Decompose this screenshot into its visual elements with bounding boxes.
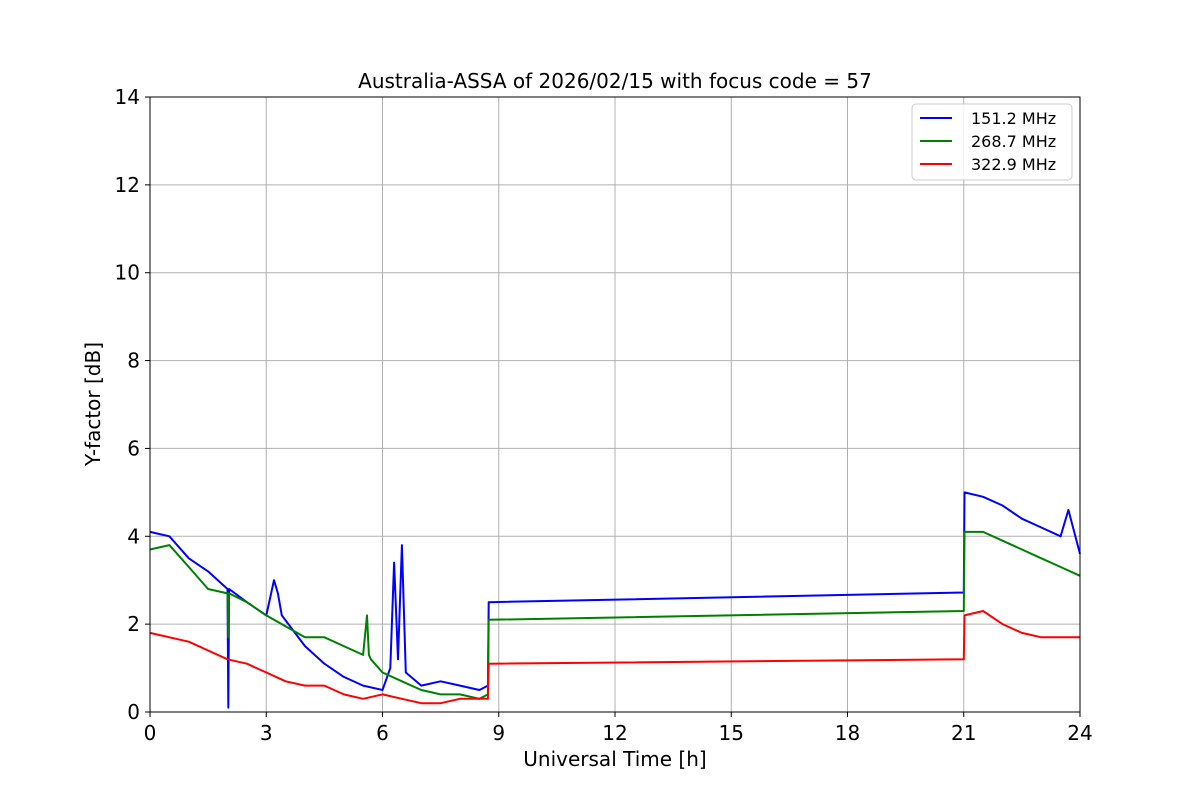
legend-box [911, 103, 1073, 181]
y-tick-label: 10 [115, 261, 140, 285]
legend-label: 322.9 MHz [971, 155, 1056, 174]
y-tick-label: 14 [115, 85, 140, 109]
y-axis-title: Y-factor [dB] [81, 342, 105, 467]
x-tick-label: 24 [1067, 721, 1092, 745]
y-tick-label: 6 [127, 436, 140, 460]
x-tick-label: 12 [602, 721, 627, 745]
series-line-0 [149, 491, 1081, 709]
x-tick-label: 0 [144, 721, 157, 745]
series-line-2 [149, 610, 1080, 705]
y-tick-label: 8 [127, 349, 140, 373]
x-tick-label: 15 [719, 721, 744, 745]
y-tick-label: 0 [127, 700, 140, 724]
chart-title: Australia-ASSA of 2026/02/15 with focus … [358, 69, 872, 93]
legend-label: 268.7 MHz [971, 132, 1056, 151]
series-layer [149, 491, 1081, 709]
legend: 151.2 MHz 268.7 MHz 322.9 MHz [911, 103, 1073, 181]
legend-label: 151.2 MHz [971, 109, 1056, 128]
y-tick-label: 2 [127, 612, 140, 636]
series-line-1 [149, 530, 1081, 700]
y-tick-label: 12 [115, 173, 140, 197]
x-tick-label: 3 [260, 721, 273, 745]
x-tick-label: 9 [492, 721, 505, 745]
x-tick-label: 21 [951, 721, 976, 745]
grid [149, 96, 1081, 713]
x-tick-label: 6 [376, 721, 389, 745]
x-axis-title: Universal Time [h] [523, 747, 706, 771]
y-tick-label: 4 [127, 524, 140, 548]
x-tick-label: 18 [835, 721, 860, 745]
